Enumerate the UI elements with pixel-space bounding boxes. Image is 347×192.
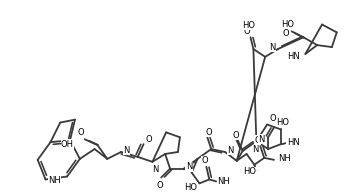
Text: N: N [227, 146, 233, 155]
Text: O: O [232, 131, 239, 140]
Text: HN: HN [287, 52, 299, 61]
Text: N: N [123, 146, 129, 155]
Text: HN: HN [287, 138, 299, 147]
Text: N: N [186, 162, 192, 171]
Text: NH: NH [278, 154, 291, 163]
Text: N: N [258, 135, 265, 144]
Text: O: O [243, 27, 250, 36]
Text: NH: NH [48, 176, 61, 185]
Text: N: N [270, 43, 276, 52]
Text: O: O [145, 135, 152, 144]
Text: HO: HO [242, 21, 255, 30]
Text: O: O [254, 136, 261, 145]
Text: HO: HO [185, 183, 197, 192]
Text: O: O [282, 29, 289, 38]
Text: O: O [269, 114, 276, 123]
Text: N: N [252, 145, 258, 154]
Text: HO: HO [281, 20, 294, 29]
Text: NH: NH [217, 177, 230, 186]
Text: O: O [201, 156, 208, 165]
Text: O: O [157, 181, 163, 190]
Text: N: N [152, 165, 159, 174]
Text: HO: HO [276, 118, 289, 127]
Text: HO: HO [243, 167, 256, 176]
Text: OH: OH [61, 140, 74, 149]
Text: O: O [206, 128, 213, 137]
Text: O: O [77, 128, 84, 137]
